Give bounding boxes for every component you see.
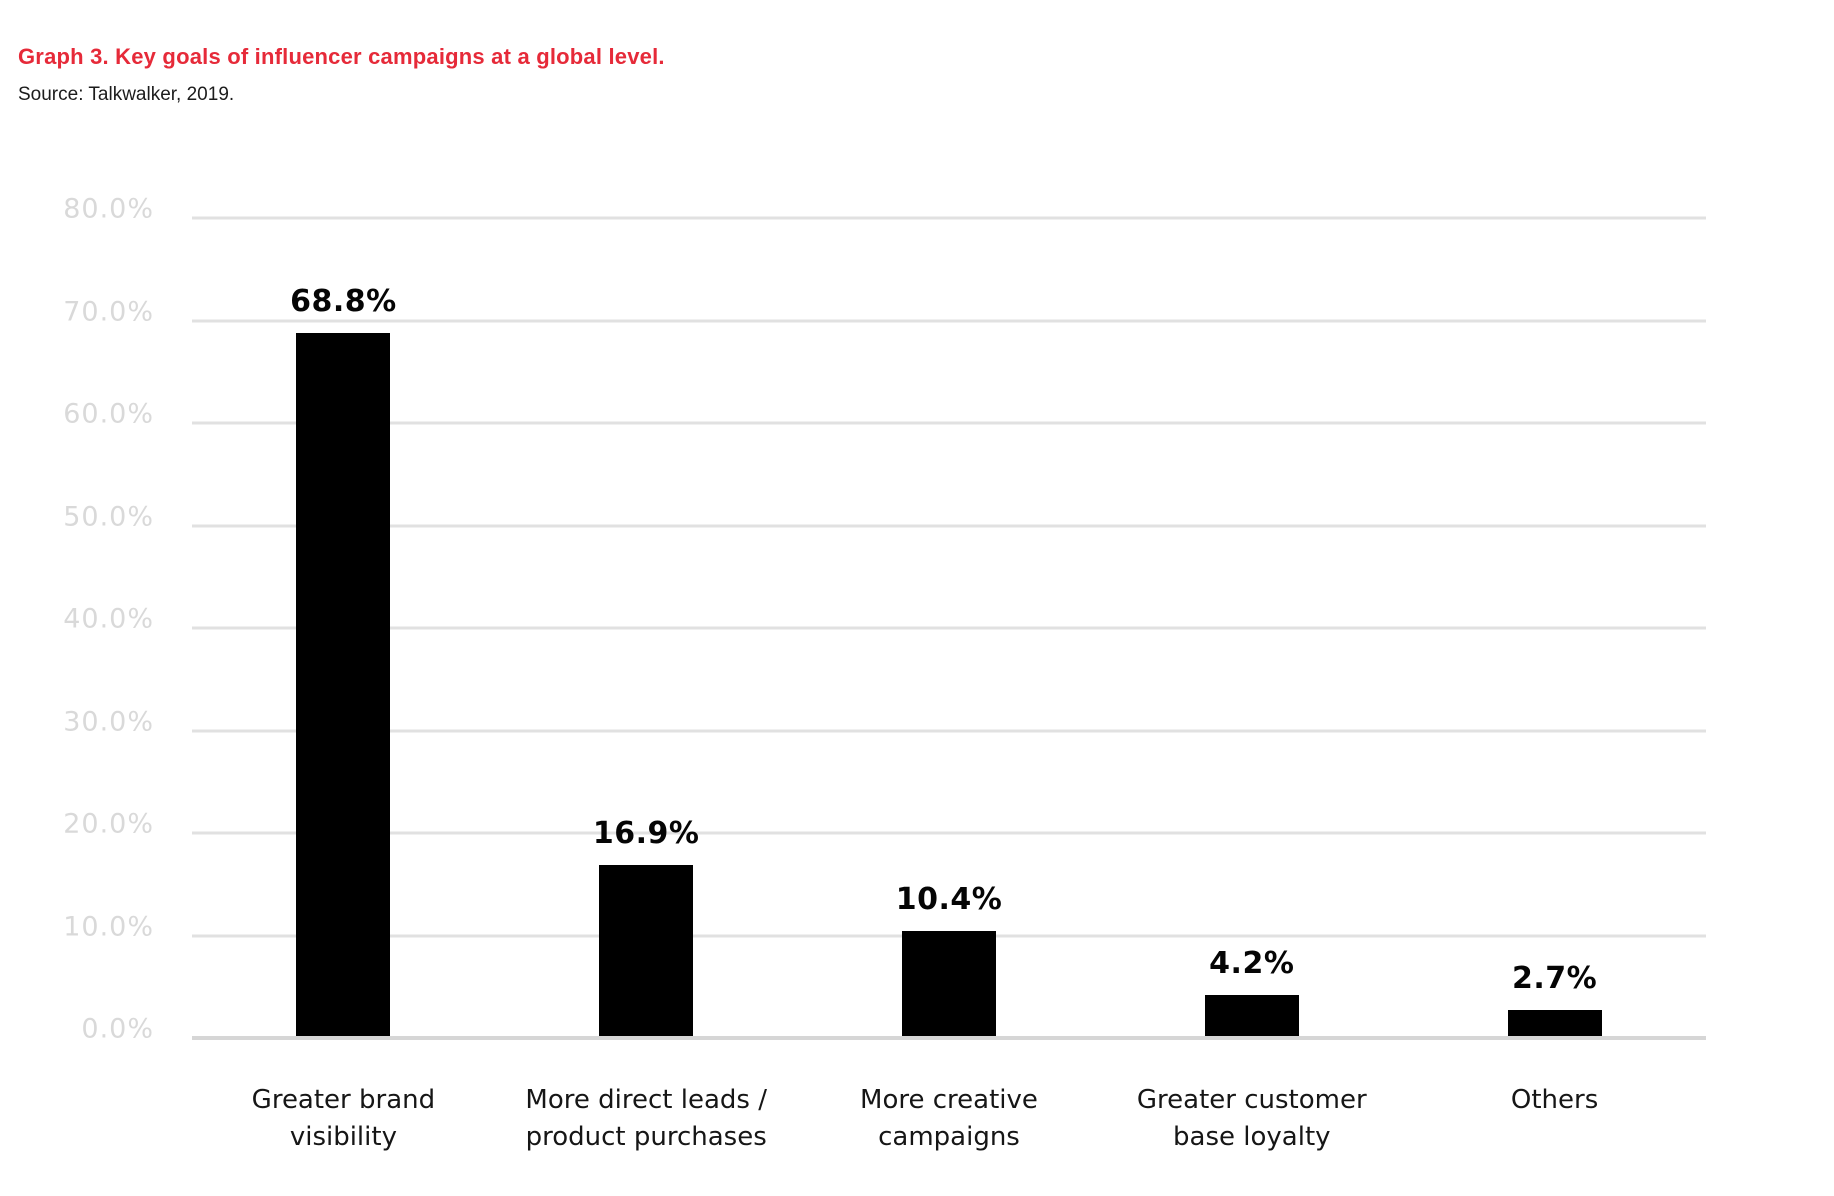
bar: [599, 864, 694, 1038]
bar: [1507, 1010, 1602, 1038]
bar: [1204, 994, 1299, 1038]
gridline: [192, 729, 1706, 732]
x-axis-category-label: Others: [1510, 1085, 1599, 1115]
bar: [296, 332, 391, 1038]
gridline: [192, 216, 1706, 220]
gridline: [192, 831, 1706, 835]
chart-column: 4.2% Greater customer base loyalty: [1100, 218, 1403, 1152]
bar-value-label: 16.9%: [592, 815, 700, 851]
y-axis-tick-label: 40.0%: [63, 603, 154, 635]
bar-value-label: 68.8%: [290, 283, 397, 319]
x-axis-category-label: More creative campaigns: [860, 1085, 1038, 1152]
chart-column: 16.9% More direct leads / product purchas…: [495, 218, 798, 1152]
chart-title: Graph 3. Key goals of influencer campaig…: [18, 44, 665, 69]
bar: [901, 931, 996, 1038]
y-axis-tick-label: 50.0%: [63, 501, 154, 532]
x-axis-baseline: [192, 1036, 1706, 1040]
chart-column: 2.7% Others: [1403, 218, 1706, 1115]
gridline: [192, 524, 1706, 527]
y-axis-tick-label: 30.0%: [63, 706, 154, 737]
y-axis-tick-label: 10.0%: [63, 911, 154, 942]
chart-column: 10.4% More creative campaigns: [798, 218, 1101, 1152]
x-axis-category-label: More direct leads / product purchases: [525, 1085, 767, 1152]
y-axis-tick-label: 0.0%: [81, 1013, 154, 1045]
bar-value-label: 4.2%: [1209, 945, 1295, 981]
gridline: [192, 421, 1706, 425]
y-axis-tick-label: 60.0%: [63, 398, 154, 430]
gridline: [192, 626, 1706, 630]
x-axis-category-label: Greater brand visibility: [251, 1085, 436, 1152]
x-axis-category-label: Greater customer base loyalty: [1136, 1085, 1367, 1152]
chart-source: Source: Talkwalker, 2019.: [18, 84, 235, 105]
gridline: [192, 319, 1706, 322]
bar-value-label: 2.7%: [1511, 961, 1598, 997]
y-axis-tick-label: 20.0%: [63, 808, 154, 840]
y-axis-tick-label: 70.0%: [63, 296, 154, 327]
plot-area: 0.0% 10.0% 20.0% 30.0% 40.0% 50.0% 60.0% 70.0% 8…: [63, 194, 1706, 1152]
bar-value-label: 10.4%: [895, 882, 1003, 918]
chart-column: 68.8% Greater brand visibility: [192, 218, 495, 1152]
y-axis-tick-label: 80.0%: [63, 193, 154, 225]
